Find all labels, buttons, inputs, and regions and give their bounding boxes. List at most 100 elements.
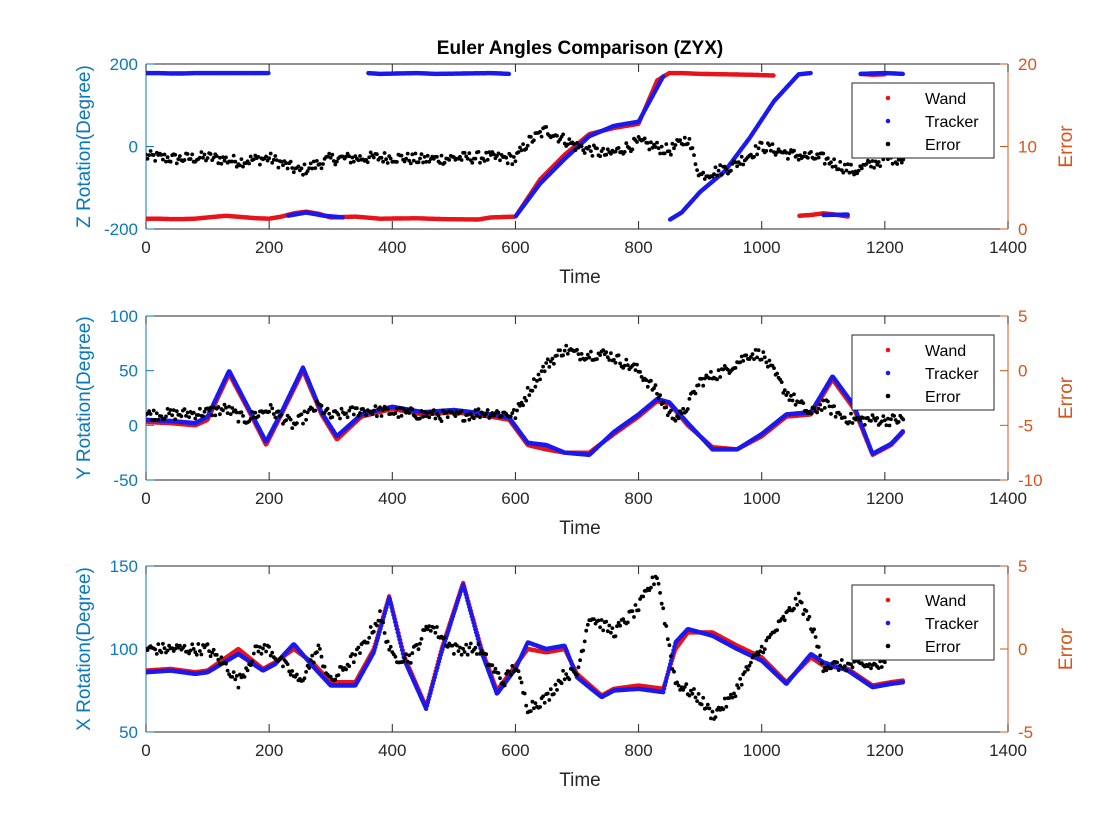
data-point bbox=[498, 158, 502, 163]
data-point bbox=[726, 367, 730, 372]
data-point bbox=[830, 164, 835, 169]
data-point bbox=[171, 408, 176, 412]
data-point bbox=[650, 145, 655, 150]
plot-area bbox=[146, 574, 905, 721]
data-point bbox=[273, 154, 278, 158]
data-point bbox=[658, 151, 662, 156]
data-point bbox=[827, 404, 832, 409]
data-point bbox=[899, 160, 904, 165]
data-point bbox=[239, 157, 244, 162]
data-point bbox=[653, 383, 658, 388]
data-point bbox=[373, 404, 378, 408]
data-point bbox=[410, 407, 415, 412]
data-point bbox=[793, 402, 798, 407]
data-point bbox=[472, 416, 476, 421]
x-tick-label: 200 bbox=[255, 741, 283, 760]
data-point bbox=[567, 137, 572, 142]
data-point bbox=[202, 152, 207, 157]
data-point bbox=[519, 148, 524, 153]
data-point bbox=[347, 408, 352, 413]
data-point bbox=[210, 413, 215, 418]
data-point bbox=[775, 371, 779, 376]
data-point bbox=[656, 146, 661, 151]
y-right-axis-label: Error bbox=[1056, 376, 1077, 419]
plot-area bbox=[146, 343, 906, 457]
data-point bbox=[575, 347, 579, 352]
data-point bbox=[759, 357, 764, 362]
data-point bbox=[170, 413, 175, 418]
data-point bbox=[752, 155, 756, 159]
data-point bbox=[699, 376, 704, 381]
data-point bbox=[396, 415, 401, 419]
data-point bbox=[284, 418, 288, 423]
data-point bbox=[185, 410, 190, 415]
data-point bbox=[444, 410, 449, 415]
x-tick-label: 600 bbox=[501, 741, 529, 760]
data-point bbox=[379, 414, 384, 418]
data-point bbox=[801, 401, 806, 405]
data-point bbox=[649, 378, 653, 383]
data-point bbox=[358, 154, 362, 158]
data-point bbox=[555, 133, 559, 138]
data-point bbox=[402, 159, 407, 164]
data-point bbox=[256, 414, 261, 419]
data-point bbox=[664, 405, 669, 410]
data-point bbox=[178, 154, 182, 158]
data-point bbox=[211, 155, 216, 160]
data-point bbox=[221, 155, 225, 160]
y-right-tick-label: 0 bbox=[1018, 362, 1027, 381]
data-point bbox=[676, 416, 681, 421]
data-point bbox=[231, 153, 236, 158]
data-point bbox=[895, 162, 900, 166]
data-point bbox=[421, 160, 425, 165]
data-point bbox=[404, 156, 408, 161]
data-point bbox=[410, 152, 415, 157]
data-point bbox=[388, 156, 393, 161]
data-point bbox=[427, 415, 432, 420]
data-point bbox=[782, 388, 787, 392]
series-error bbox=[146, 125, 906, 181]
data-point bbox=[513, 416, 518, 421]
data-point bbox=[836, 167, 841, 172]
data-point bbox=[787, 151, 792, 156]
data-point bbox=[735, 164, 739, 169]
data-point bbox=[838, 160, 843, 164]
data-point bbox=[789, 393, 793, 398]
y-tick-label: -200 bbox=[104, 220, 138, 239]
data-point bbox=[750, 352, 755, 357]
chart-panel-2: 0 200 400 600 800 1000 1200 1400-50050100-10-50… bbox=[74, 307, 1077, 539]
y-right-tick-label: -5 bbox=[1018, 723, 1033, 742]
data-point bbox=[435, 154, 439, 159]
data-point bbox=[821, 151, 826, 156]
data-point bbox=[813, 156, 818, 161]
data-point bbox=[829, 160, 833, 165]
data-point bbox=[701, 170, 706, 175]
data-point bbox=[191, 410, 196, 415]
data-point bbox=[264, 154, 268, 159]
data-point bbox=[276, 165, 281, 170]
data-point bbox=[271, 412, 276, 416]
data-point bbox=[875, 416, 880, 420]
data-point bbox=[630, 147, 635, 152]
data-point bbox=[690, 146, 695, 150]
data-point bbox=[331, 159, 336, 163]
data-point bbox=[772, 366, 776, 370]
data-point bbox=[841, 170, 846, 175]
data-point bbox=[633, 368, 638, 372]
data-point bbox=[687, 397, 692, 401]
data-point bbox=[281, 163, 285, 168]
data-point bbox=[230, 159, 235, 164]
data-point bbox=[173, 417, 178, 422]
data-point bbox=[485, 157, 490, 162]
data-point bbox=[572, 142, 576, 146]
data-point bbox=[164, 414, 168, 419]
data-point bbox=[238, 163, 242, 168]
data-point bbox=[719, 172, 724, 177]
x-tick-label: 1000 bbox=[743, 489, 781, 508]
data-point bbox=[644, 378, 649, 382]
data-point bbox=[664, 142, 669, 147]
data-point bbox=[266, 70, 271, 76]
data-point bbox=[692, 153, 696, 158]
